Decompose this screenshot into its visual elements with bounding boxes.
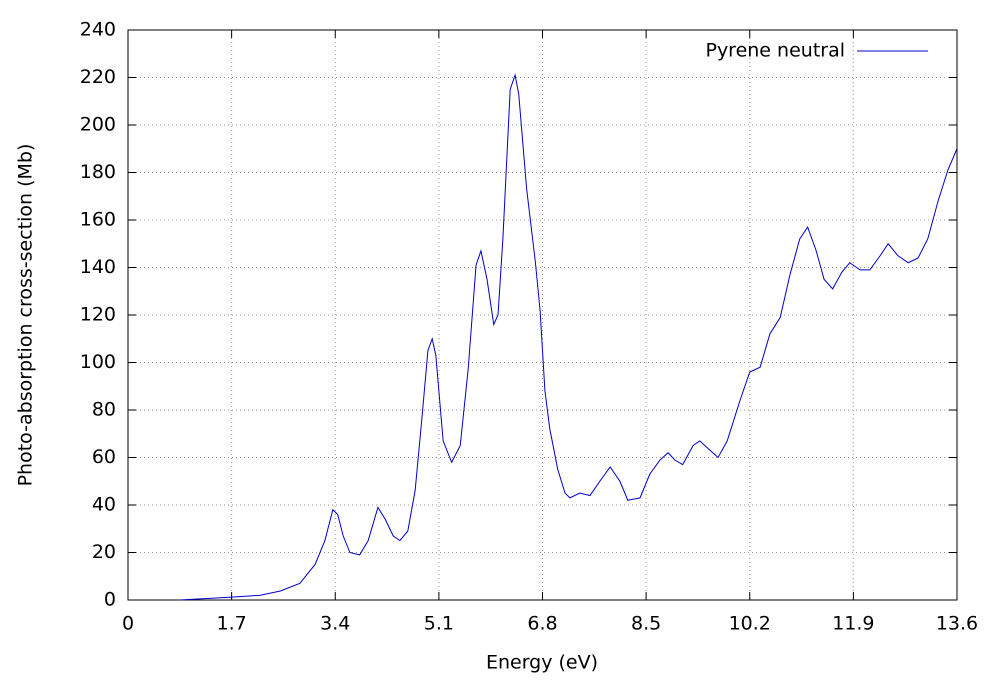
y-tick-label: 220 bbox=[80, 66, 116, 88]
data-line bbox=[179, 73, 958, 601]
x-tick-label: 1.7 bbox=[217, 613, 247, 635]
y-tick-label: 160 bbox=[80, 209, 116, 231]
y-tick-label: 140 bbox=[80, 256, 116, 278]
x-tick-label: 3.4 bbox=[320, 613, 350, 635]
x-tick-label: 5.1 bbox=[424, 613, 454, 635]
plot-frame bbox=[127, 29, 958, 601]
y-tick-label: 180 bbox=[80, 161, 116, 183]
legend-label: Pyrene neutral bbox=[705, 40, 845, 62]
x-axis-label: Energy (eV) bbox=[486, 652, 598, 674]
y-tick-label: 60 bbox=[92, 446, 116, 468]
x-tick-label: 10.2 bbox=[729, 613, 771, 635]
y-tick-label: 80 bbox=[92, 399, 116, 421]
y-tick-label: 100 bbox=[80, 351, 116, 373]
y-tick-label: 0 bbox=[104, 589, 116, 611]
y-tick-label: 40 bbox=[92, 494, 116, 516]
x-tick-label: 13.6 bbox=[936, 613, 978, 635]
x-tick-label: 11.9 bbox=[832, 613, 874, 635]
y-tick-label: 20 bbox=[92, 541, 116, 563]
y-tick-label: 240 bbox=[80, 19, 116, 41]
x-tick-label: 6.8 bbox=[527, 613, 557, 635]
y-axis-label: Photo-absorption cross-section (Mb) bbox=[15, 144, 37, 487]
x-tick-label: 8.5 bbox=[631, 613, 661, 635]
x-tick-label: 0 bbox=[122, 613, 134, 635]
y-tick-label: 120 bbox=[80, 304, 116, 326]
y-tick-label: 200 bbox=[80, 114, 116, 136]
